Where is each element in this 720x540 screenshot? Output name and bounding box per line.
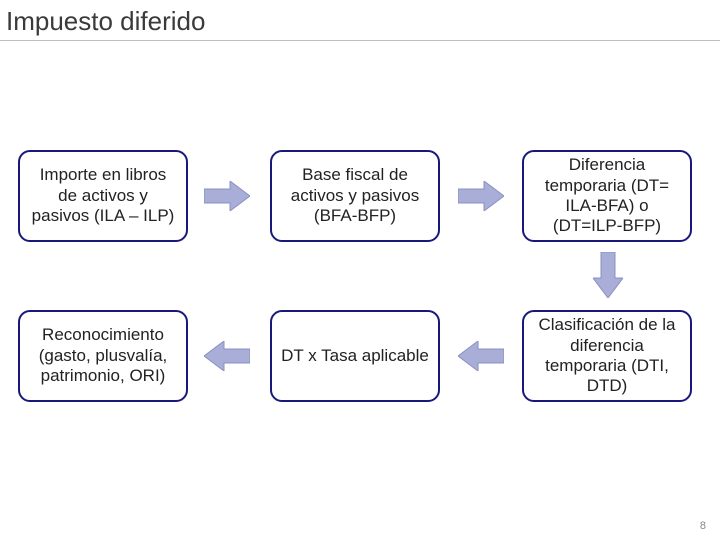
arrow-right-icon bbox=[458, 181, 504, 211]
arrow-left-icon bbox=[204, 341, 250, 371]
flow-box-base-fiscal: Base fiscal de activos y pasivos (BFA-BF… bbox=[270, 150, 440, 242]
box-text: Diferencia temporaria (DT= ILA-BFA) o (D… bbox=[532, 155, 682, 237]
box-text: DT x Tasa aplicable bbox=[281, 346, 429, 366]
page-number: 8 bbox=[700, 520, 706, 532]
flow-box-diferencia-temporaria: Diferencia temporaria (DT= ILA-BFA) o (D… bbox=[522, 150, 692, 242]
flow-box-importe-libros: Importe en libros de activos y pasivos (… bbox=[18, 150, 188, 242]
arrow-down-icon bbox=[593, 252, 623, 298]
slide-title: Impuesto diferido bbox=[6, 6, 205, 37]
flow-box-reconocimiento: Reconocimiento (gasto, plusvalía, patrim… bbox=[18, 310, 188, 402]
flow-box-dt-tasa: DT x Tasa aplicable bbox=[270, 310, 440, 402]
box-text: Importe en libros de activos y pasivos (… bbox=[28, 165, 178, 226]
title-underline bbox=[0, 40, 720, 41]
box-text: Reconocimiento (gasto, plusvalía, patrim… bbox=[28, 325, 178, 386]
flow-box-clasificacion: Clasificación de la diferencia temporari… bbox=[522, 310, 692, 402]
arrow-right-icon bbox=[204, 181, 250, 211]
box-text: Clasificación de la diferencia temporari… bbox=[532, 315, 682, 397]
arrow-left-icon bbox=[458, 341, 504, 371]
box-text: Base fiscal de activos y pasivos (BFA-BF… bbox=[280, 165, 430, 226]
